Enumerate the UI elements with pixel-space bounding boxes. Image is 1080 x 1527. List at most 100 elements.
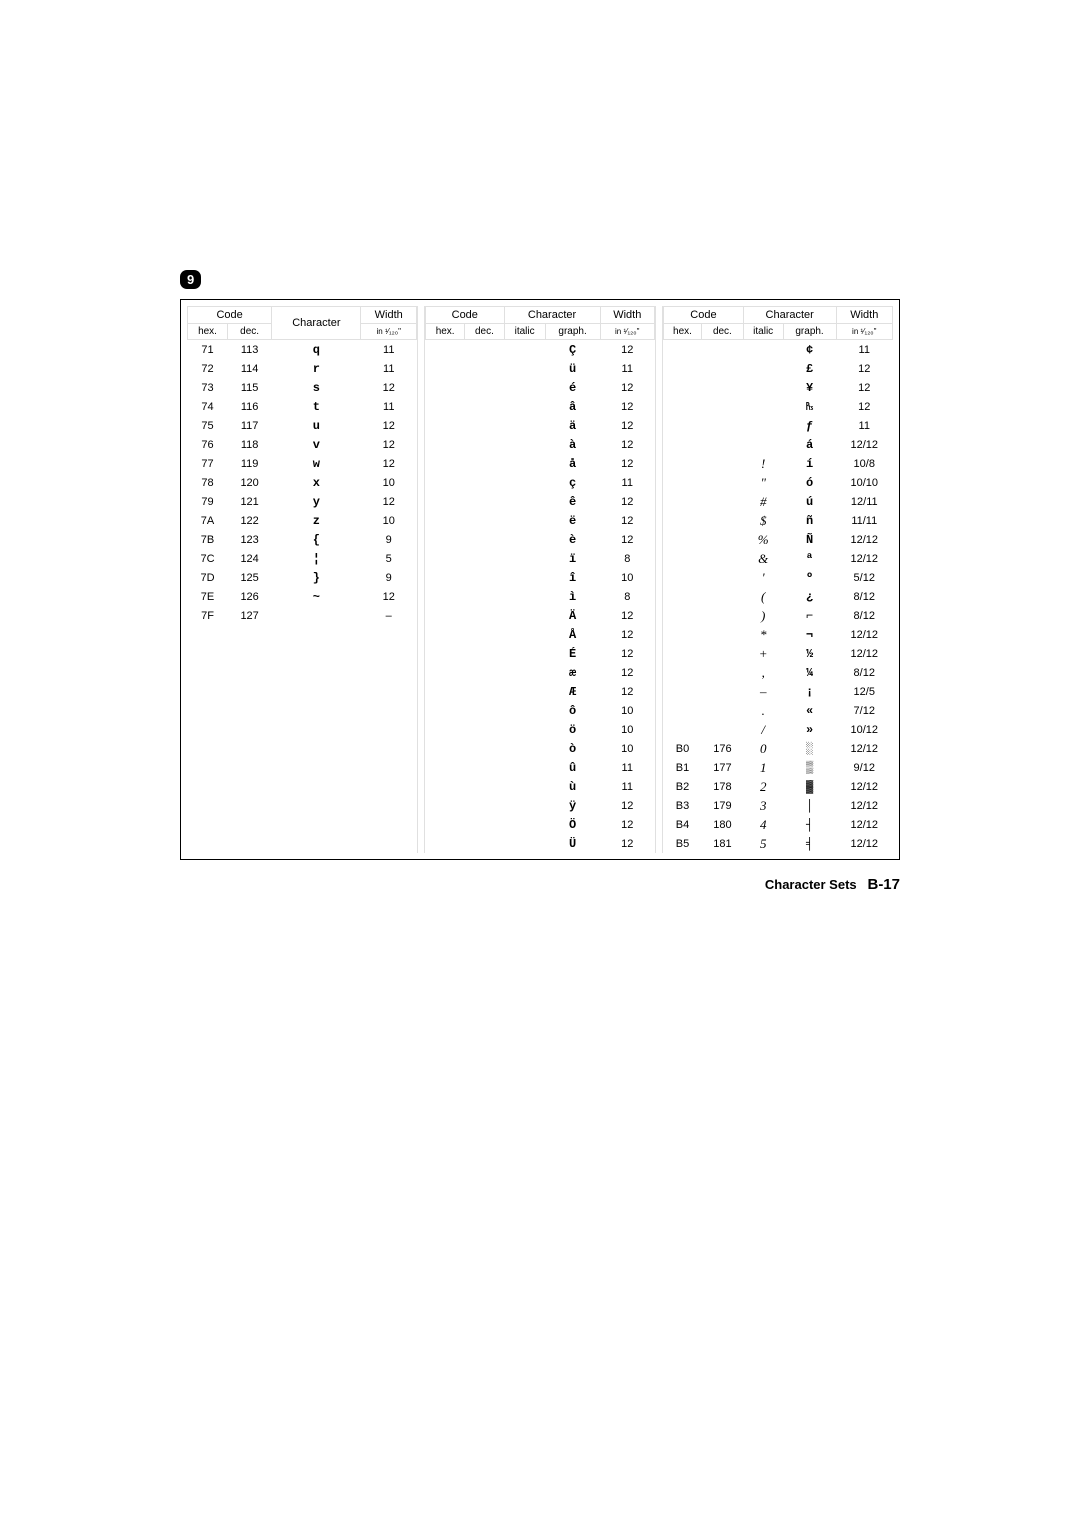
cell-hex (426, 359, 465, 378)
cell-hex (188, 663, 228, 682)
cell-hex (664, 663, 702, 682)
cell-italic (504, 492, 545, 511)
cell-hex (664, 701, 702, 720)
cell-char: { (272, 530, 361, 549)
cell-hex (426, 739, 465, 758)
cell-dec: 180 (701, 815, 743, 834)
table-row: ù11 (426, 777, 655, 796)
table-row: ₧12 (664, 397, 893, 416)
cell-italic (504, 568, 545, 587)
cell-dec (465, 549, 504, 568)
table-row: ï8 (426, 549, 655, 568)
cell-width (361, 796, 417, 815)
cell-graph: Ü (545, 834, 600, 853)
col-code: Code (426, 307, 505, 324)
cell-graph: é (545, 378, 600, 397)
table-row (188, 796, 417, 815)
table-row: 75117u12 (188, 416, 417, 435)
cell-dec (465, 701, 504, 720)
cell-width: 12 (361, 587, 417, 606)
cell-graph: ¡ (783, 682, 836, 701)
cell-hex (664, 549, 702, 568)
table-row: Ü12 (426, 834, 655, 853)
cell-width: 8/12 (836, 606, 892, 625)
table-row: B41804┤12/12 (664, 815, 893, 834)
cell-hex (188, 644, 228, 663)
table-row: (¿8/12 (664, 587, 893, 606)
cell-hex: 7E (188, 587, 228, 606)
cell-italic: " (743, 473, 783, 492)
col-code: Code (664, 307, 744, 324)
footer-label: Character Sets (765, 877, 857, 892)
cell-dec (465, 625, 504, 644)
table-row (188, 815, 417, 834)
cell-width: 8/12 (836, 663, 892, 682)
table-row: )⌐8/12 (664, 606, 893, 625)
cell-width: 12 (600, 625, 655, 644)
table-row: –¡12/5 (664, 682, 893, 701)
cell-width: 10/10 (836, 473, 892, 492)
cell-char: r (272, 359, 361, 378)
cell-char: w (272, 454, 361, 473)
cell-char (272, 815, 361, 834)
cell-italic (504, 777, 545, 796)
cell-graph: ▓ (783, 777, 836, 796)
cell-width: 12 (600, 644, 655, 663)
cell-width: 11/11 (836, 511, 892, 530)
cell-hex (426, 397, 465, 416)
cell-char: u (272, 416, 361, 435)
cell-graph: Ö (545, 815, 600, 834)
cell-graph: ç (545, 473, 600, 492)
cell-width: 12/12 (836, 796, 892, 815)
table-block-1: Code Character Width hex. dec. in ¹⁄₁₂₀"… (187, 306, 418, 853)
cell-char: q (272, 340, 361, 360)
cell-graph: æ (545, 663, 600, 682)
cell-width: 10 (361, 511, 417, 530)
col-width-sub: in ¹⁄₁₂₀" (836, 324, 892, 340)
cell-italic: 2 (743, 777, 783, 796)
table-block-3: Code Character Width hex. dec. italic gr… (662, 306, 893, 853)
cell-char: t (272, 397, 361, 416)
cell-graph: ä (545, 416, 600, 435)
cell-italic (743, 378, 783, 397)
col-italic: italic (504, 324, 545, 340)
cell-graph: £ (783, 359, 836, 378)
cell-char: v (272, 435, 361, 454)
cell-hex: 79 (188, 492, 228, 511)
cell-dec (465, 739, 504, 758)
cell-dec (465, 435, 504, 454)
table-row (188, 758, 417, 777)
cell-width (361, 777, 417, 796)
cell-char: } (272, 568, 361, 587)
cell-italic: # (743, 492, 783, 511)
cell-hex (426, 435, 465, 454)
cell-width: 12/5 (836, 682, 892, 701)
cell-graph: ö (545, 720, 600, 739)
cell-hex: 78 (188, 473, 228, 492)
cell-italic: 5 (743, 834, 783, 853)
table-row: B11771▒9/12 (664, 758, 893, 777)
cell-italic (504, 454, 545, 473)
cell-dec (465, 359, 504, 378)
col-graph: graph. (783, 324, 836, 340)
cell-dec (465, 834, 504, 853)
cell-dec (701, 568, 743, 587)
cell-graph: ₧ (783, 397, 836, 416)
cell-dec (228, 796, 272, 815)
cell-dec: 116 (228, 397, 272, 416)
cell-width: 12/11 (836, 492, 892, 511)
cell-italic: ) (743, 606, 783, 625)
table-row: û11 (426, 758, 655, 777)
cell-italic: 1 (743, 758, 783, 777)
table-row: ü11 (426, 359, 655, 378)
table-row (188, 644, 417, 663)
cell-dec (465, 492, 504, 511)
table-row: Å12 (426, 625, 655, 644)
cell-dec: 120 (228, 473, 272, 492)
cell-dec (465, 606, 504, 625)
cell-char (272, 739, 361, 758)
cell-hex: 76 (188, 435, 228, 454)
col-italic: italic (743, 324, 783, 340)
col-hex: hex. (664, 324, 702, 340)
table-row (188, 663, 417, 682)
